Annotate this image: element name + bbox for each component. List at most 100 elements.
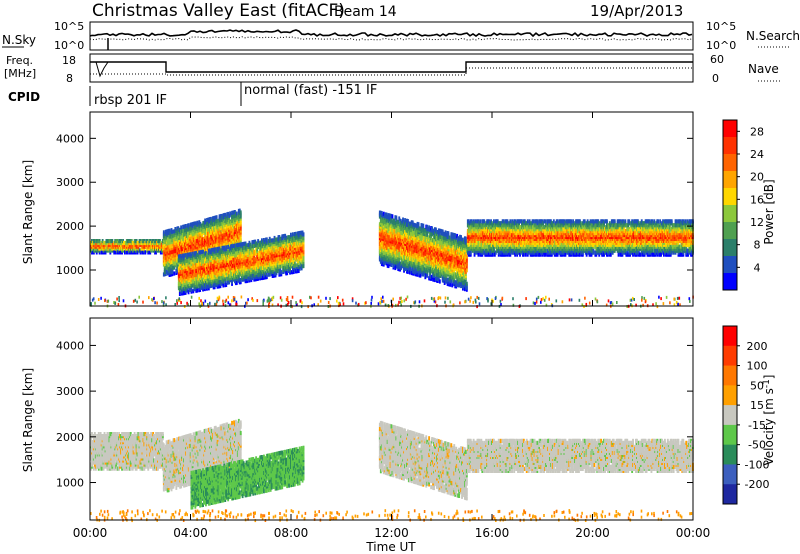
power-cell [148,250,151,255]
power-cell [180,289,183,294]
power-cell [291,238,293,243]
power-cell [287,239,289,244]
power-cell [281,242,284,247]
power-cell [170,240,173,245]
power-cell [109,248,112,253]
power-cell [279,242,282,247]
power-cell [225,257,228,262]
power-cell [400,220,403,226]
power-cell [184,224,186,229]
power-cell [410,228,413,233]
power-cell [241,257,244,263]
power-cell [187,270,190,275]
power-cell [181,283,184,288]
power-cell [414,268,417,273]
power-cell [216,246,219,252]
power-cell [229,241,232,246]
power-cell [431,226,433,231]
power-cell [419,269,422,274]
power-cell [205,257,207,262]
power-cell [420,260,423,265]
power-cell [263,273,266,278]
nsearch-tick-top: 10^5 [706,20,736,33]
power-cell [159,240,162,246]
power-cell [193,251,196,256]
power-cell [163,246,166,251]
power-cell [206,274,209,279]
power-cell [198,254,201,259]
power-cell [224,251,227,256]
power-cell [299,250,302,255]
power-cell [379,218,382,223]
power-cell [397,264,400,269]
power-cell [106,246,109,251]
power-cell [384,235,387,240]
power-cell [222,279,225,284]
power-cell [207,227,209,232]
power-cell [127,239,130,244]
power-cell [397,225,400,230]
power-cell [180,255,183,260]
power-cell [262,253,264,259]
power-cell [412,232,415,237]
power-cell [273,235,276,241]
power-cell [163,268,166,273]
power-cell [414,229,417,234]
power-cell [407,252,410,257]
power-cell [179,235,182,240]
power-cell [203,253,205,258]
power-cell [388,238,391,243]
power-cell [407,234,410,240]
power-cell [189,287,192,292]
power-cell [174,241,177,246]
power-cell [198,232,201,237]
power-cell [139,239,142,244]
power-cell [211,216,214,221]
power-cell [407,268,410,273]
power-cell [111,239,114,244]
power-cell [267,239,270,244]
power-cell [294,263,297,268]
power-cell [244,241,247,246]
power-cell [241,252,244,257]
power-cell [169,270,172,275]
power-cell [154,248,156,253]
power-cell [196,258,199,263]
power-cell [154,239,156,244]
power-cell [234,257,236,262]
power-cell [403,221,405,226]
power-cell [287,235,289,240]
power-cell [245,267,248,272]
power-cell [258,268,260,273]
power-cell [227,280,230,285]
power-cell [235,223,238,228]
power-cell [230,244,232,249]
power-cell [190,283,193,288]
power-cell [423,266,426,272]
power-cell [168,266,171,271]
power-cell [124,240,126,246]
power-cell [206,236,208,241]
power-cell [196,238,199,243]
power-cell [230,250,232,255]
power-cell [224,212,227,217]
power-cell [178,291,181,296]
power-cell [182,228,184,233]
power-cell [226,212,229,217]
power-cell [431,275,433,280]
power-cell [196,220,199,225]
power-cell [174,237,177,242]
power-cell [229,211,232,216]
power-cell [423,235,426,240]
power-cell [215,215,218,220]
power-cell [435,233,437,238]
power-cell [298,231,301,236]
power-cell [235,211,238,216]
power-cell [397,235,400,240]
power-cell [234,210,236,215]
power-cell [206,222,208,227]
power-cell [110,239,113,244]
power-cell [380,211,383,216]
power-cell [270,238,273,243]
